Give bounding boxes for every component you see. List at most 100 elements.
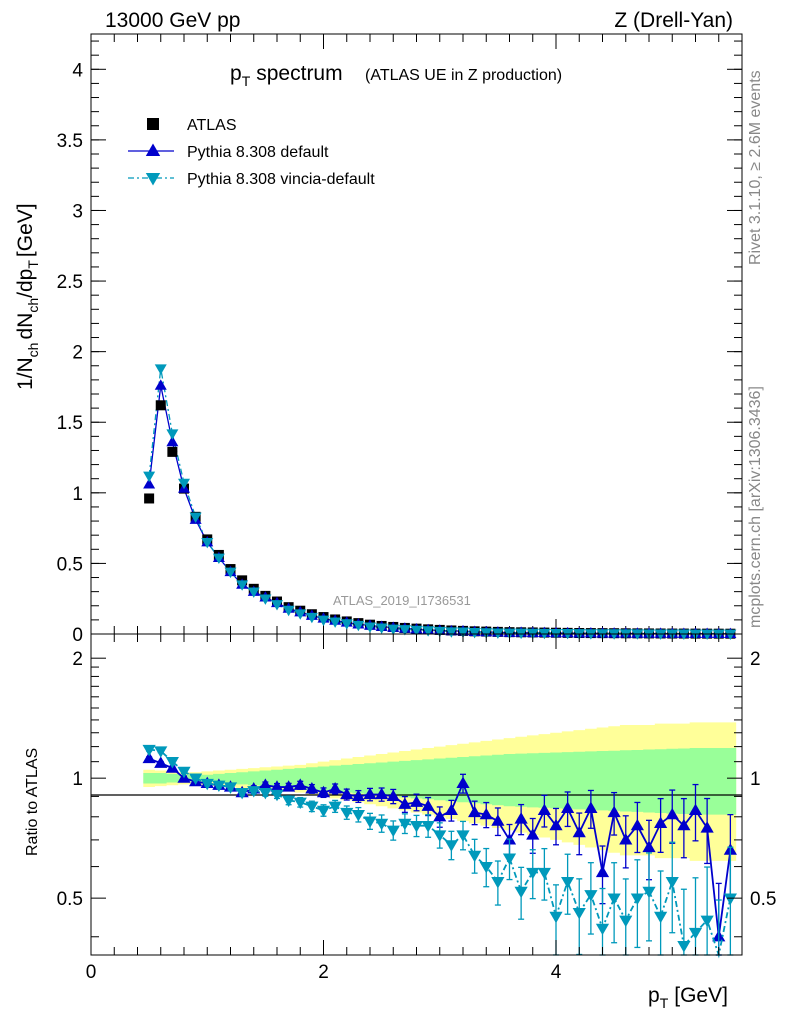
ratio-data-point [409, 795, 424, 807]
ratio-data-point [305, 782, 319, 794]
data-point [445, 627, 458, 638]
ratio-y-tick-label-right: 0.5 [750, 889, 776, 910]
x-tick-label: 4 [551, 962, 562, 983]
ratio-data-point [642, 840, 656, 853]
ratio-data-point [468, 805, 482, 818]
ratio-data-point [572, 907, 586, 920]
ratio-data-point [270, 789, 284, 802]
ratio-data-point [340, 787, 354, 800]
ratio-data-point [572, 825, 586, 838]
ylabel-part-1: 1/N [14, 357, 37, 390]
ratio-data-point [409, 821, 424, 833]
data-point [144, 493, 155, 504]
ratio-data-point [479, 807, 493, 820]
ratio-data-point [328, 782, 342, 794]
ratio-data-point [444, 803, 458, 816]
y-tick-label: 4 [72, 60, 83, 81]
data-point [247, 587, 260, 598]
x-tick-label: 0 [86, 962, 97, 983]
data-point [375, 623, 388, 634]
ratio-data-point [630, 818, 644, 831]
ratio-data-point [607, 805, 621, 818]
legend-marker [145, 172, 161, 186]
ylabel-part-3: /dp [14, 269, 37, 298]
ratio-data-point [247, 786, 261, 798]
y-tick-label: 3 [72, 201, 83, 222]
data-point [236, 580, 249, 591]
ratio-data-point [142, 744, 156, 757]
data-point [398, 625, 411, 636]
data-point [154, 364, 167, 375]
ylabel-sub-ch-2: ch [25, 298, 41, 313]
ratio-data-point [654, 816, 668, 829]
mcplots-info: mcplots.cern.ch [arXiv:1306.3436] [747, 386, 764, 628]
ratio-data-point [665, 807, 679, 820]
ratio-data-point [688, 803, 703, 816]
ratio-data-point [456, 776, 470, 789]
ratio-data-point [456, 830, 470, 842]
main-plot: 00.511.522.533.54 pT spectrum (ATLAS UE i… [14, 33, 743, 646]
data-point [154, 379, 167, 390]
ratio-data-point [293, 797, 307, 810]
data-point [677, 629, 690, 640]
title-p-symbol: p [230, 62, 242, 85]
ratio-data-point [561, 877, 575, 889]
y-tick-label: 1 [72, 484, 83, 505]
ratio-data-point [491, 877, 505, 889]
ratio-plot-data [142, 744, 737, 959]
ratio-data-point [514, 812, 528, 824]
ratio-data-point [282, 780, 296, 792]
ratio-data-point [549, 911, 563, 924]
data-point [143, 478, 156, 489]
ratio-data-point [154, 756, 168, 768]
ratio-data-point [468, 850, 482, 863]
ratio-y-tick-label: 2 [72, 649, 83, 670]
data-point [364, 622, 376, 633]
ratio-data-point [363, 787, 377, 800]
legend-marker [145, 143, 161, 157]
ratio-data-point [363, 816, 377, 828]
ratio-data-point [375, 787, 389, 800]
ratio-band-inner [143, 748, 737, 815]
data-point [259, 594, 272, 605]
ratio-data-point [595, 865, 610, 878]
y-tick-label: 2 [72, 343, 83, 364]
ratio-data-point [619, 915, 633, 928]
ratio-plot: 0.5 1 2 0.5 1 2 0 2 4 Ratio to ATLAS pT [GeV] [24, 633, 776, 1011]
data-point [608, 629, 621, 640]
legend: ATLAS Pythia 8.308 default Pythia 8.308 vi… [128, 117, 375, 188]
data-point [201, 538, 214, 549]
data-point [282, 605, 295, 617]
title-t-subscript: T [242, 73, 251, 89]
ratio-data-point [549, 818, 563, 831]
ratio-data-point [398, 797, 412, 809]
data-point [224, 567, 237, 579]
ratio-data-point [258, 787, 272, 800]
ratio-data-point [421, 821, 435, 833]
ratio-data-point [514, 886, 528, 899]
ratio-data-point [665, 877, 679, 889]
ylabel-sub-t: T [25, 260, 41, 269]
data-point [329, 617, 342, 628]
ratio-data-point [619, 833, 633, 845]
ratio-data-point [607, 893, 621, 905]
ratio-data-point [212, 780, 226, 793]
xlabel-t-subscript: T [660, 995, 669, 1011]
ratio-data-point [433, 809, 447, 822]
analysis-watermark: ATLAS_2019_I1736531 [333, 593, 471, 608]
data-point [410, 625, 423, 637]
ratio-data-point [595, 923, 610, 936]
ratio-data-point [270, 780, 284, 792]
data-point [189, 512, 202, 524]
ratio-data-point [444, 840, 458, 852]
ratio-y-tick-label: 1 [72, 769, 83, 790]
ratio-data-point [165, 757, 179, 769]
ylabel-sub-ch-1: ch [25, 343, 41, 358]
ratio-data-point [258, 778, 272, 790]
legend-label: Pythia 8.308 vincia-default [187, 171, 375, 188]
ratio-data-point [223, 782, 238, 794]
data-point [166, 435, 179, 447]
data-point [631, 629, 644, 640]
legend-label: Pythia 8.308 default [187, 144, 329, 161]
